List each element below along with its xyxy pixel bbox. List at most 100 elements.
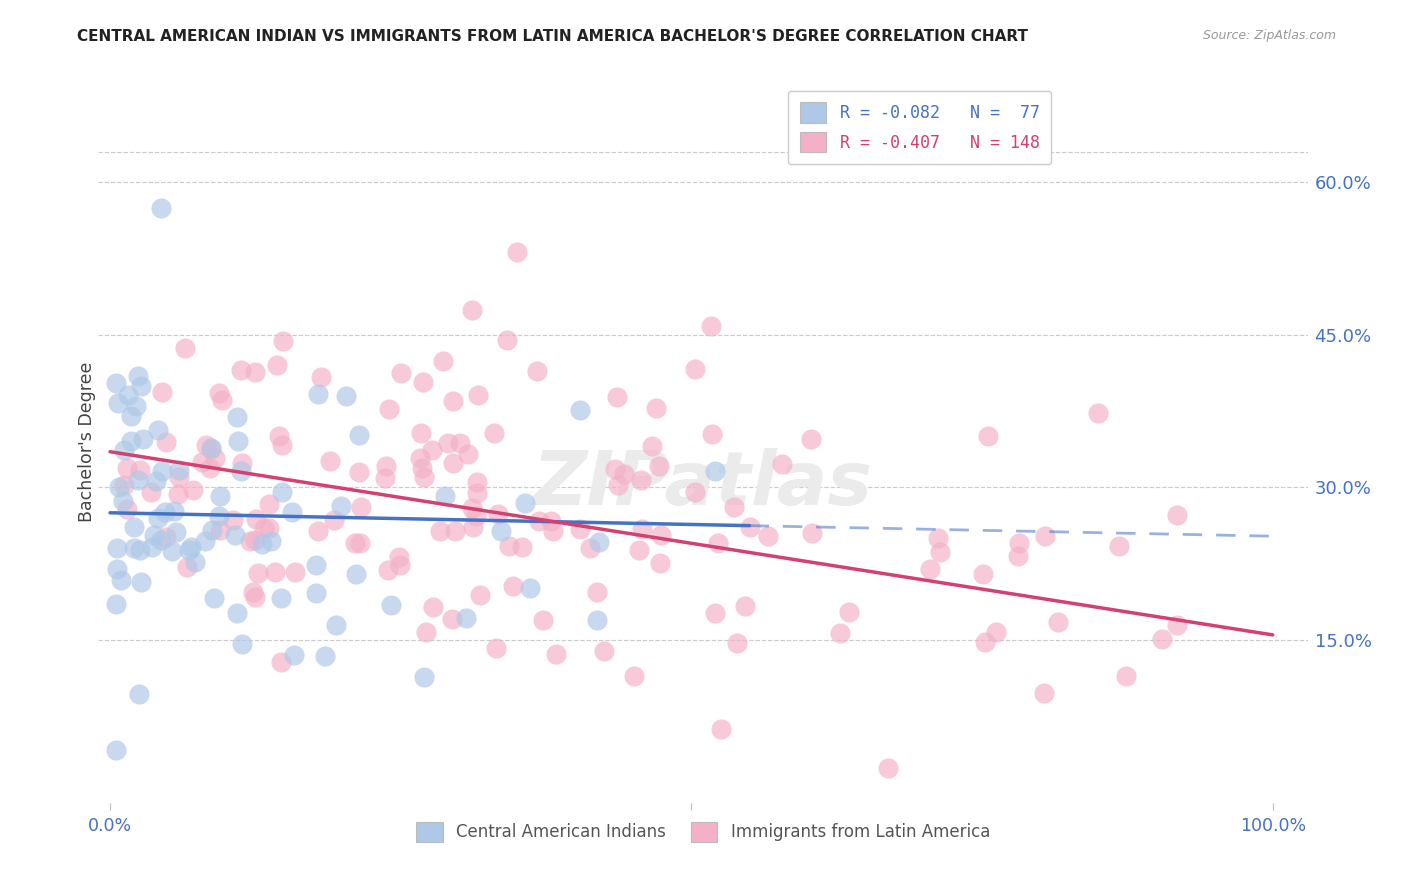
Point [349,427,371,442]
Point [347,465,370,479]
Point [105,541,128,556]
Point [243,365,266,379]
Point [409,450,432,465]
Point [648,556,671,570]
Point [226,606,249,620]
Point [650,527,672,541]
Point [927,531,949,545]
Point [229,464,252,478]
Point [108,480,131,494]
Point [540,514,562,528]
Point [482,426,505,441]
Point [433,489,456,503]
Point [631,522,654,536]
Point [149,533,172,547]
Point [184,555,207,569]
Point [877,761,900,775]
Point [307,386,329,401]
Point [117,388,139,402]
Point [373,471,395,485]
Point [129,463,152,477]
Point [388,550,411,565]
Point [129,543,152,558]
Point [703,464,725,478]
Point [710,723,733,737]
Point [606,390,628,404]
Point [305,585,328,599]
Point [454,610,477,624]
Point [167,463,190,477]
Point [224,528,246,542]
Point [202,591,225,605]
Text: CENTRAL AMERICAN INDIAN VS IMMIGRANTS FROM LATIN AMERICA BACHELOR'S DEGREE CORRE: CENTRAL AMERICAN INDIAN VS IMMIGRANTS FR… [77,29,1028,45]
Point [498,539,520,553]
Point [422,600,444,615]
Point [461,500,484,515]
Point [683,485,706,500]
Point [270,591,292,605]
Point [415,624,437,639]
Point [111,494,134,508]
Point [198,461,221,475]
Point [378,401,401,416]
Point [984,624,1007,639]
Point [222,513,245,527]
Point [838,605,860,619]
Point [441,456,464,470]
Point [200,442,222,456]
Point [457,447,479,461]
Point [444,524,467,539]
Point [411,425,433,440]
Point [231,638,253,652]
Point [683,362,706,376]
Point [413,470,436,484]
Point [110,573,132,587]
Point [259,497,281,511]
Point [496,333,519,347]
Point [129,575,152,590]
Point [702,426,724,441]
Point [307,524,329,539]
Point [389,367,412,381]
Point [329,499,352,513]
Point [191,455,214,469]
Point [153,505,176,519]
Point [830,625,852,640]
Point [104,376,127,390]
Point [127,368,149,383]
Point [226,409,249,424]
Point [208,386,231,401]
Point [132,433,155,447]
Point [226,434,249,448]
Point [544,647,567,661]
Point [461,303,484,318]
Point [502,580,524,594]
Point [260,534,283,549]
Point [239,533,262,548]
Point [648,458,671,473]
Point [756,529,779,543]
Point [247,566,270,581]
Text: ZIPatlas: ZIPatlas [533,449,873,522]
Point [413,670,436,684]
Point [243,591,266,605]
Point [105,562,128,576]
Point [115,461,138,475]
Point [143,528,166,542]
Point [420,443,443,458]
Point [436,436,458,450]
Point [200,441,222,455]
Point [120,409,142,424]
Point [972,567,994,582]
Point [104,597,127,611]
Point [209,489,232,503]
Point [146,510,169,524]
Point [380,598,402,612]
Point [606,478,628,492]
Point [700,319,723,334]
Point [243,533,266,548]
Point [242,585,264,599]
Point [281,505,304,519]
Point [211,392,233,407]
Point [318,454,340,468]
